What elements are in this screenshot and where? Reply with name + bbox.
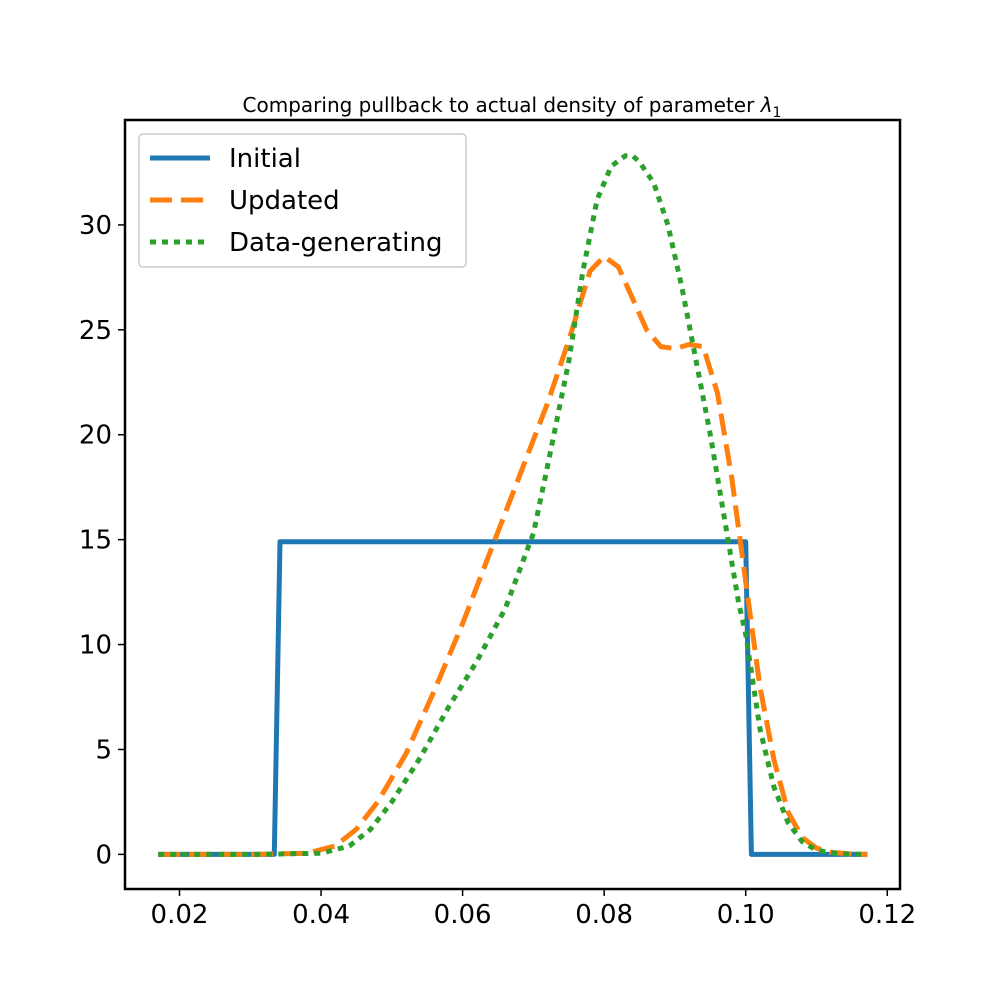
chart-title-symbol: λ (760, 93, 773, 117)
legend: Initial Updated Data-generating (138, 133, 467, 268)
x-tick-label: 0.10 (717, 900, 775, 930)
legend-label-initial: Initial (229, 144, 301, 174)
x-tick-label: 0.08 (575, 900, 633, 930)
y-tick-label: 0 (95, 840, 112, 870)
y-tick-label: 15 (79, 526, 112, 556)
x-axis: 0.02 0.04 0.06 0.08 0.10 0.12 (151, 889, 916, 930)
y-tick-label: 30 (79, 211, 112, 241)
series-line-updated (158, 253, 868, 857)
legend-box (138, 133, 467, 268)
y-axis: 0 5 10 15 20 25 30 (79, 211, 125, 870)
x-tick-label: 0.02 (151, 900, 209, 930)
chart-title-subscript: 1 (773, 105, 782, 121)
plot-frame (123, 118, 902, 891)
series-line-data-generating (158, 153, 868, 857)
y-tick-label: 10 (79, 631, 112, 661)
y-tick-label: 20 (79, 421, 112, 451)
legend-label-updated: Updated (229, 186, 340, 216)
x-tick-label: 0.12 (858, 900, 916, 930)
chart-title-text: Comparing pullback to actual density of … (243, 93, 761, 117)
series-layer (158, 153, 868, 857)
legend-label-data-generating: Data-generating (229, 228, 442, 258)
x-tick-label: 0.06 (434, 900, 492, 930)
y-tick-label: 25 (79, 316, 112, 346)
x-tick-label: 0.04 (292, 900, 350, 930)
y-tick-label: 5 (95, 735, 112, 765)
chart-title: Comparing pullback to actual density of … (243, 93, 782, 121)
